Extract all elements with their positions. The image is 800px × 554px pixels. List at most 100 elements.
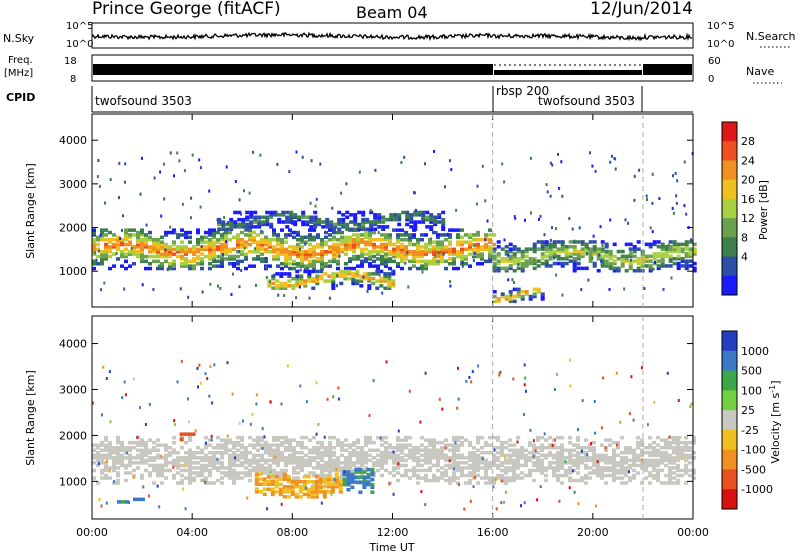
velocity-cell bbox=[148, 473, 152, 478]
velocity-cell bbox=[180, 478, 184, 483]
power-cell bbox=[312, 264, 316, 268]
power-cell bbox=[100, 238, 104, 242]
power-cell bbox=[468, 245, 472, 249]
velocity-cell bbox=[260, 438, 264, 442]
power-cell bbox=[392, 247, 396, 252]
power-cell bbox=[332, 230, 336, 235]
velocity-cell bbox=[132, 468, 136, 473]
velocity-cell bbox=[548, 463, 552, 468]
power-cell bbox=[476, 242, 480, 247]
velocity-cell bbox=[128, 461, 132, 465]
velocity-scatter-cell bbox=[640, 366, 643, 370]
power-cell bbox=[464, 262, 468, 266]
power-cell bbox=[684, 242, 689, 247]
velocity-cell bbox=[432, 451, 436, 455]
velocity-cell bbox=[624, 461, 628, 465]
power-cell bbox=[288, 233, 292, 237]
velocity-cell bbox=[400, 451, 404, 455]
power-cell bbox=[224, 233, 228, 237]
power-cell bbox=[104, 247, 108, 252]
power-cell bbox=[156, 240, 160, 244]
velocity-cell bbox=[572, 443, 576, 447]
velocity-cell bbox=[336, 463, 340, 468]
power-cell bbox=[273, 210, 278, 215]
velocity-cell bbox=[388, 451, 392, 455]
power-cell bbox=[188, 259, 192, 264]
power-cell bbox=[152, 245, 156, 249]
velocity-cell bbox=[380, 443, 384, 447]
velocity-cell bbox=[572, 453, 576, 458]
velocity-scatter-cell bbox=[98, 498, 101, 501]
velocity-cell bbox=[484, 458, 488, 463]
power-cell bbox=[568, 252, 573, 256]
velocity-cell bbox=[116, 478, 120, 483]
velocity-cell bbox=[340, 468, 344, 473]
power-scatter-cell bbox=[601, 244, 604, 247]
power-cell bbox=[672, 249, 677, 254]
velocity-scatter-cell bbox=[206, 377, 209, 381]
velocity-cell bbox=[282, 485, 287, 489]
velocity-cell bbox=[192, 471, 196, 475]
power-scatter-cell bbox=[141, 283, 144, 287]
power-cell bbox=[420, 252, 424, 256]
velocity-cell bbox=[624, 456, 628, 460]
velocity-cell bbox=[284, 448, 288, 452]
velocity-colorbar-frame bbox=[721, 330, 738, 510]
power-cell bbox=[164, 254, 168, 259]
power-cell bbox=[404, 245, 408, 249]
power-cell bbox=[252, 235, 256, 240]
velocity-cell bbox=[404, 446, 408, 450]
power-cell bbox=[464, 257, 468, 261]
power-cell bbox=[156, 252, 160, 256]
velocity-cell bbox=[116, 446, 120, 450]
velocity-cell bbox=[352, 440, 356, 445]
power-cell bbox=[285, 210, 290, 215]
power-cell bbox=[188, 230, 192, 235]
velocity-cell bbox=[468, 473, 472, 478]
velocity-cell bbox=[676, 435, 680, 440]
velocity-cell bbox=[604, 448, 608, 452]
velocity-cell bbox=[456, 446, 460, 450]
power-scatter-cell bbox=[97, 249, 100, 253]
power-cell bbox=[500, 292, 505, 296]
velocity-cell bbox=[208, 473, 212, 478]
velocity-cell bbox=[576, 443, 580, 447]
power-cell bbox=[496, 269, 501, 273]
power-scatter-cell bbox=[685, 212, 688, 216]
power-cell bbox=[353, 220, 358, 224]
power-cell bbox=[112, 264, 116, 268]
power-cell bbox=[313, 215, 318, 219]
velocity-cell bbox=[254, 472, 259, 476]
velocity-cell bbox=[548, 466, 552, 470]
velocity-cell bbox=[644, 458, 648, 463]
power-cell bbox=[276, 242, 280, 247]
power-cell bbox=[369, 210, 374, 215]
velocity-scatter-cell bbox=[619, 420, 622, 424]
power-cell bbox=[320, 252, 324, 256]
velocity-cell bbox=[128, 458, 132, 463]
power-cell bbox=[188, 264, 192, 268]
velocity-cell bbox=[228, 466, 232, 470]
velocity-cell bbox=[568, 458, 572, 463]
power-scatter-cell bbox=[240, 212, 242, 216]
power-cell bbox=[424, 266, 428, 271]
power-cell bbox=[425, 215, 430, 219]
velocity-cell bbox=[224, 451, 228, 455]
velocity-cell bbox=[692, 471, 696, 475]
velocity-cell bbox=[676, 440, 680, 445]
power-scatter-cell bbox=[306, 235, 308, 239]
power-cell bbox=[468, 264, 472, 268]
power-scatter-cell bbox=[651, 230, 654, 234]
power-cell bbox=[380, 242, 384, 247]
power-cell bbox=[344, 247, 348, 252]
power-cell bbox=[576, 257, 581, 261]
power-cell bbox=[168, 247, 172, 252]
power-cell bbox=[212, 257, 216, 261]
velocity-cell bbox=[664, 453, 668, 458]
velocity-cell bbox=[584, 481, 588, 485]
power-cell bbox=[492, 254, 497, 259]
power-cell bbox=[604, 254, 609, 259]
velocity-cell bbox=[656, 471, 660, 475]
velocity-cell bbox=[576, 466, 580, 470]
power-cell bbox=[233, 222, 238, 227]
